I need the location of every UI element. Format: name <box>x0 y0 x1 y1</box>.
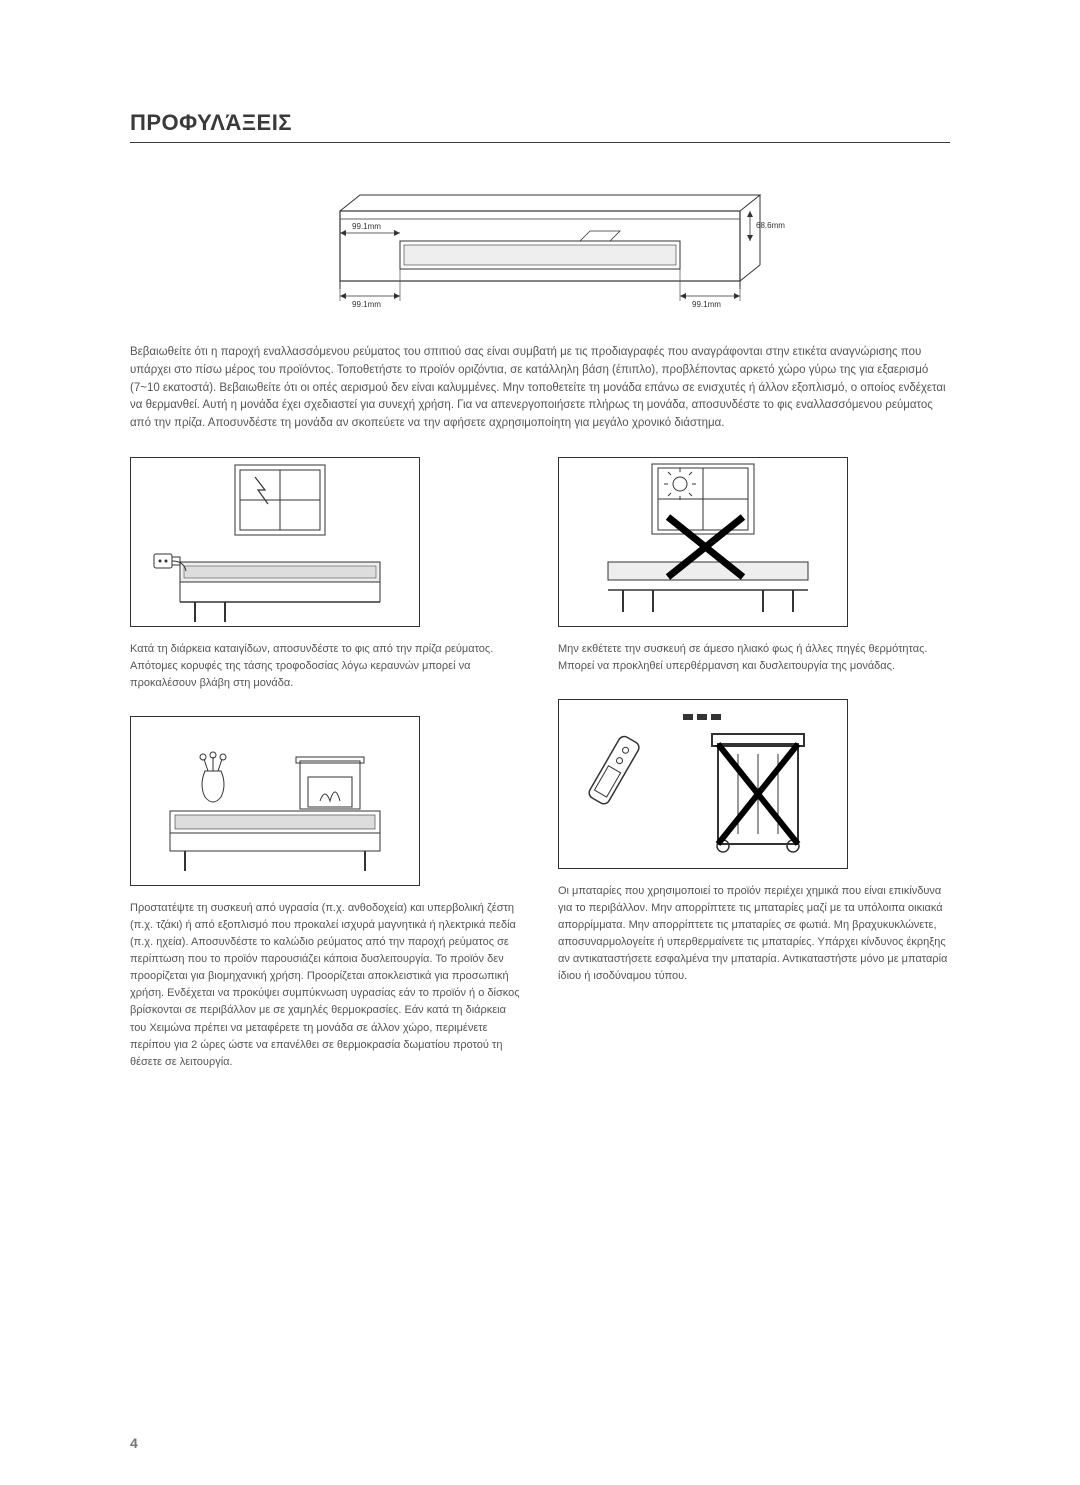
clearance-diagram: 68.6mm 99.1mm 99.1mm 99.1mm <box>130 171 950 316</box>
battery-caption: Οι μπαταρίες που χρησιμοποιεί το προϊόν … <box>558 883 948 985</box>
page-title: ΠΡΟΦΥΛΆΞΕΙΣ <box>130 110 950 143</box>
right-column: Μην εκθέτετε την συσκευή σε άμεσο ηλιακό… <box>558 457 950 1095</box>
sunlight-figure <box>558 457 848 627</box>
moisture-heat-figure <box>130 716 420 886</box>
left-column: Κατά τη διάρκεια καταιγίδων, αποσυνδέστε… <box>130 457 522 1095</box>
precautions-grid: Κατά τη διάρκεια καταιγίδων, αποσυνδέστε… <box>130 457 950 1095</box>
sunlight-caption: Μην εκθέτετε την συσκευή σε άμεσο ηλιακό… <box>558 641 948 675</box>
dim-br-label: 99.1mm <box>692 300 721 309</box>
page-number: 4 <box>130 1435 138 1451</box>
storm-caption: Κατά τη διάρκεια καταιγίδων, αποσυνδέστε… <box>130 641 520 692</box>
dim-bl-label: 99.1mm <box>352 300 381 309</box>
storm-figure <box>130 457 420 627</box>
intro-paragraph: Βεβαιωθείτε ότι η παροχή εναλλασσόμενου … <box>130 344 950 433</box>
dim-left-label: 99.1mm <box>352 222 381 231</box>
moisture-caption: Προστατέψτε τη συσκευή από υγρασία (π.χ.… <box>130 900 520 1070</box>
battery-figure <box>558 699 848 869</box>
